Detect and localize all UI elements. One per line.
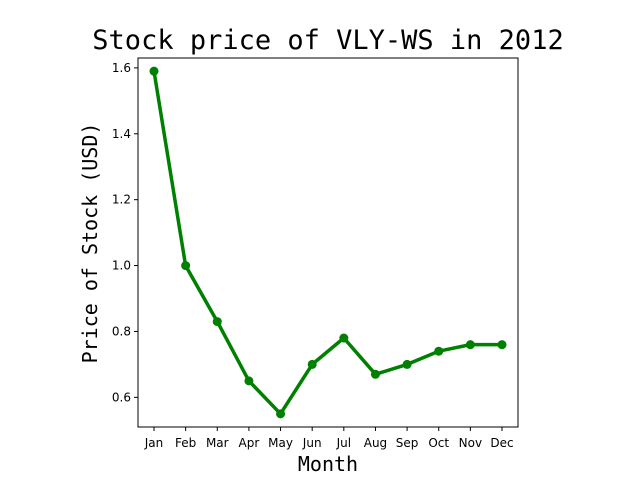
y-tick-label: 1.0: [112, 259, 131, 273]
x-tick-label: Jan: [144, 436, 164, 450]
x-tick-label: Oct: [428, 436, 449, 450]
data-point: [497, 340, 507, 350]
data-point: [307, 359, 317, 369]
data-point: [465, 340, 475, 350]
x-tick-label: Dec: [490, 436, 513, 450]
x-tick-label: Jul: [336, 436, 351, 450]
data-point: [212, 317, 222, 327]
x-tick-label: Mar: [206, 436, 229, 450]
x-tick-label: Jun: [302, 436, 322, 450]
data-point: [370, 369, 380, 379]
y-tick-label: 0.8: [112, 324, 131, 338]
data-point: [402, 359, 412, 369]
data-point: [244, 376, 254, 386]
x-tick-label: Nov: [459, 436, 482, 450]
plot-frame: [137, 57, 519, 428]
x-axis-label: Month: [298, 452, 358, 476]
data-point: [339, 333, 349, 343]
data-point: [276, 409, 286, 419]
y-tick-label: 0.6: [112, 390, 131, 404]
y-tick-label: 1.6: [112, 61, 131, 75]
x-tick-label: May: [268, 436, 293, 450]
data-point: [181, 261, 191, 271]
plot-area: 0.6 0.8 1.0 1.2 1.4 1.6 Jan Feb Mar Apr May Jun Jul…: [112, 57, 519, 450]
series-group: [149, 66, 507, 419]
x-tick-label: Aug: [364, 436, 387, 450]
y-axis: 0.6 0.8 1.0 1.2 1.4 1.6: [112, 61, 138, 404]
x-axis: Jan Feb Mar Apr May Jun Jul Aug Sep Oct Nov Dec: [144, 427, 514, 450]
x-tick-label: Sep: [396, 436, 419, 450]
y-tick-label: 1.4: [112, 127, 131, 141]
series-line: [152, 70, 502, 416]
y-tick-label: 1.2: [112, 193, 131, 207]
y-axis-label: Price of Stock (USD): [78, 123, 102, 364]
x-tick-label: Apr: [239, 436, 260, 450]
data-point: [149, 66, 159, 76]
data-point: [434, 346, 444, 356]
chart-title: Stock price of VLY-WS in 2012: [92, 25, 563, 56]
x-tick-label: Feb: [175, 436, 196, 450]
